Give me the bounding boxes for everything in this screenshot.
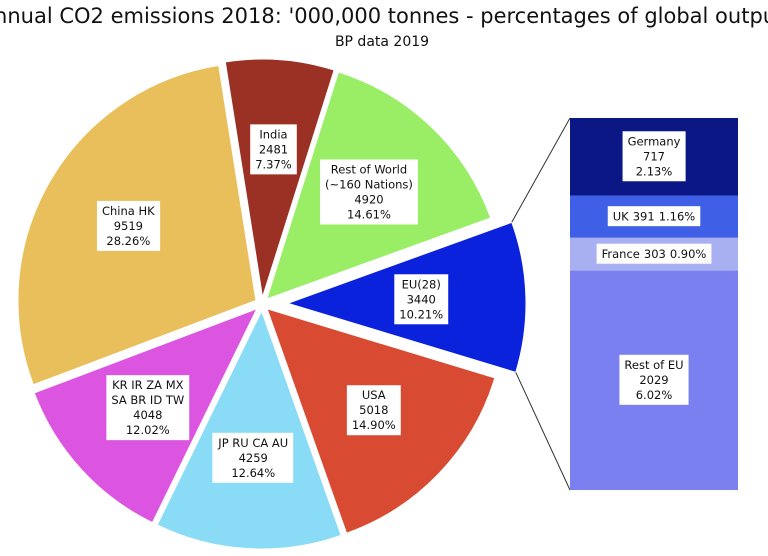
label-part: 1.16% — [659, 209, 696, 223]
data-label: France 303 0.90% — [596, 243, 712, 264]
label-text: KR IR ZA MX — [112, 378, 184, 392]
label-text: 9519 — [114, 219, 143, 233]
label-box — [596, 243, 712, 264]
label-text: (~160 Nations) — [325, 177, 413, 191]
label-text: 717 — [643, 149, 665, 163]
label-box — [250, 124, 297, 175]
label-box — [320, 159, 418, 225]
label-text: UK 391 1.16% — [613, 209, 696, 223]
label-text: JP RU CA AU — [217, 436, 288, 450]
label-text: 3440 — [407, 292, 436, 306]
pie-slice — [156, 309, 342, 550]
pie-slice — [224, 58, 335, 298]
label-text: Rest of EU — [624, 358, 683, 372]
label-text: 2029 — [639, 373, 668, 387]
label-text: 2481 — [259, 142, 288, 156]
chart-title: Annual CO2 emissions 2018: '000,000 tonn… — [0, 4, 768, 28]
label-text: France 303 0.90% — [602, 247, 707, 261]
label-text: China HK — [102, 204, 155, 218]
label-text: 4048 — [133, 408, 162, 422]
label-text: EU(28) — [402, 277, 441, 291]
label-part: 0.90% — [670, 247, 707, 261]
label-text: 12.64% — [231, 466, 275, 480]
chart-subtitle: BP data 2019 — [335, 34, 429, 50]
label-text: SA BR ID TW — [111, 393, 184, 407]
label-text: 2.13% — [636, 164, 673, 178]
label-box — [106, 375, 190, 441]
label-text: 14.90% — [352, 418, 396, 432]
connector — [511, 117, 571, 223]
label-text: 10.21% — [399, 307, 443, 321]
label-text: 14.61% — [347, 207, 391, 221]
label-text: 4920 — [354, 192, 383, 206]
label-box — [607, 206, 701, 227]
label-text: 5018 — [359, 403, 388, 417]
label-box — [346, 385, 401, 436]
label-text: 4259 — [239, 451, 268, 465]
label-text: 6.02% — [636, 388, 673, 402]
label-part: UK — [613, 209, 629, 223]
label-part: 391 — [633, 209, 655, 223]
label-text: India — [259, 127, 287, 141]
label-text: Rest of World — [331, 162, 407, 176]
label-part: 303 — [644, 247, 666, 261]
label-text: USA — [362, 388, 386, 402]
label-text: 12.02% — [126, 423, 170, 437]
label-box — [394, 274, 449, 325]
label-box — [96, 200, 161, 251]
label-text: 7.37% — [255, 157, 292, 171]
label-text: Germany — [628, 134, 681, 148]
label-part: France — [602, 247, 640, 261]
label-box — [212, 432, 294, 483]
label-box — [619, 354, 689, 405]
label-text: 28.26% — [106, 234, 150, 248]
label-box — [622, 131, 686, 182]
connector — [515, 372, 571, 491]
data-label: UK 391 1.16% — [607, 206, 701, 227]
